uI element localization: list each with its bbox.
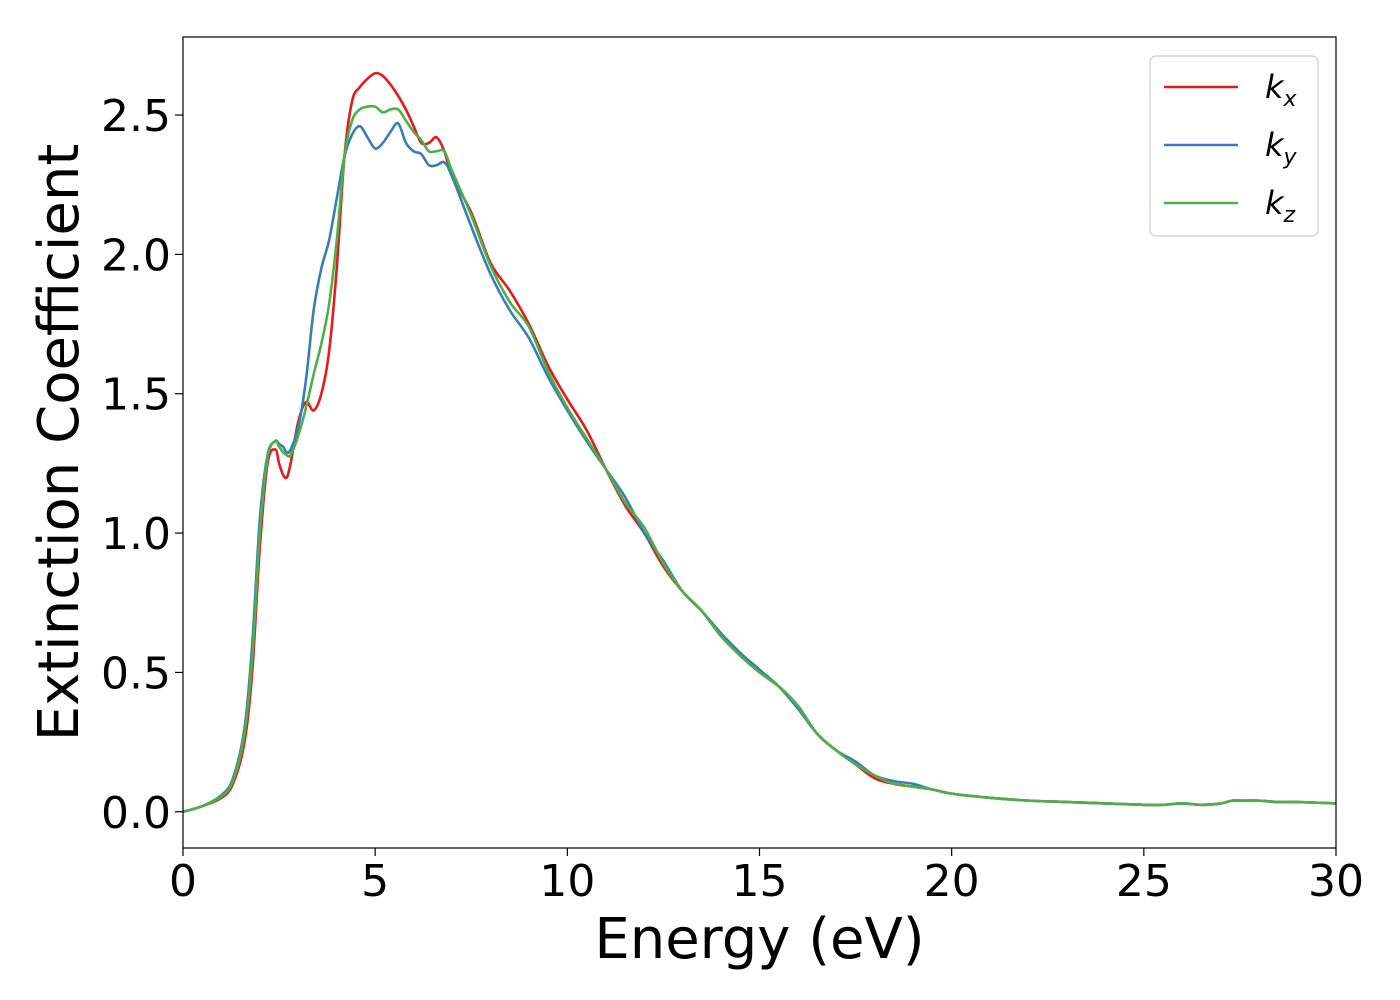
x-tick-label: 25	[1116, 856, 1172, 907]
x-tick-label: 30	[1308, 856, 1364, 907]
y-tick-label: 1.5	[101, 370, 171, 421]
legend-label-main: k	[1265, 126, 1285, 164]
x-tick-label: 20	[924, 856, 980, 907]
x-axis-title: Energy (eV)	[594, 907, 924, 972]
series-line-k-z	[183, 104, 1336, 814]
y-tick-label: 0.0	[101, 788, 171, 839]
y-tick-label: 2.0	[101, 230, 171, 281]
series-layer	[183, 71, 1336, 814]
legend-label-sub: z	[1283, 203, 1296, 228]
legend-label: kx	[1265, 68, 1298, 112]
legend-label-main: k	[1265, 184, 1285, 222]
x-tick-label: 0	[169, 856, 197, 907]
x-tick-label: 5	[361, 856, 389, 907]
legend-label-sub: x	[1283, 87, 1298, 112]
legend-label-sub: y	[1283, 145, 1298, 170]
y-axis: 0.0 0.5 1.0 1.5 2.0 2.5	[101, 91, 183, 839]
x-tick-label: 10	[539, 856, 595, 907]
y-tick-label: 2.5	[101, 91, 171, 142]
y-tick-label: 0.5	[101, 648, 171, 699]
y-tick-label: 1.0	[101, 509, 171, 560]
legend-label-main: k	[1265, 68, 1285, 106]
x-tick-label: 15	[732, 856, 788, 907]
legend-label: ky	[1265, 126, 1298, 170]
y-axis-title: Extinction Coefficient	[27, 144, 92, 742]
x-axis: 0 5 10 15 20 25 30	[169, 848, 1364, 907]
legend-label: kz	[1265, 184, 1296, 228]
